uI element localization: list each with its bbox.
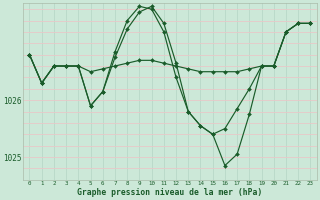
X-axis label: Graphe pression niveau de la mer (hPa): Graphe pression niveau de la mer (hPa): [77, 188, 263, 197]
